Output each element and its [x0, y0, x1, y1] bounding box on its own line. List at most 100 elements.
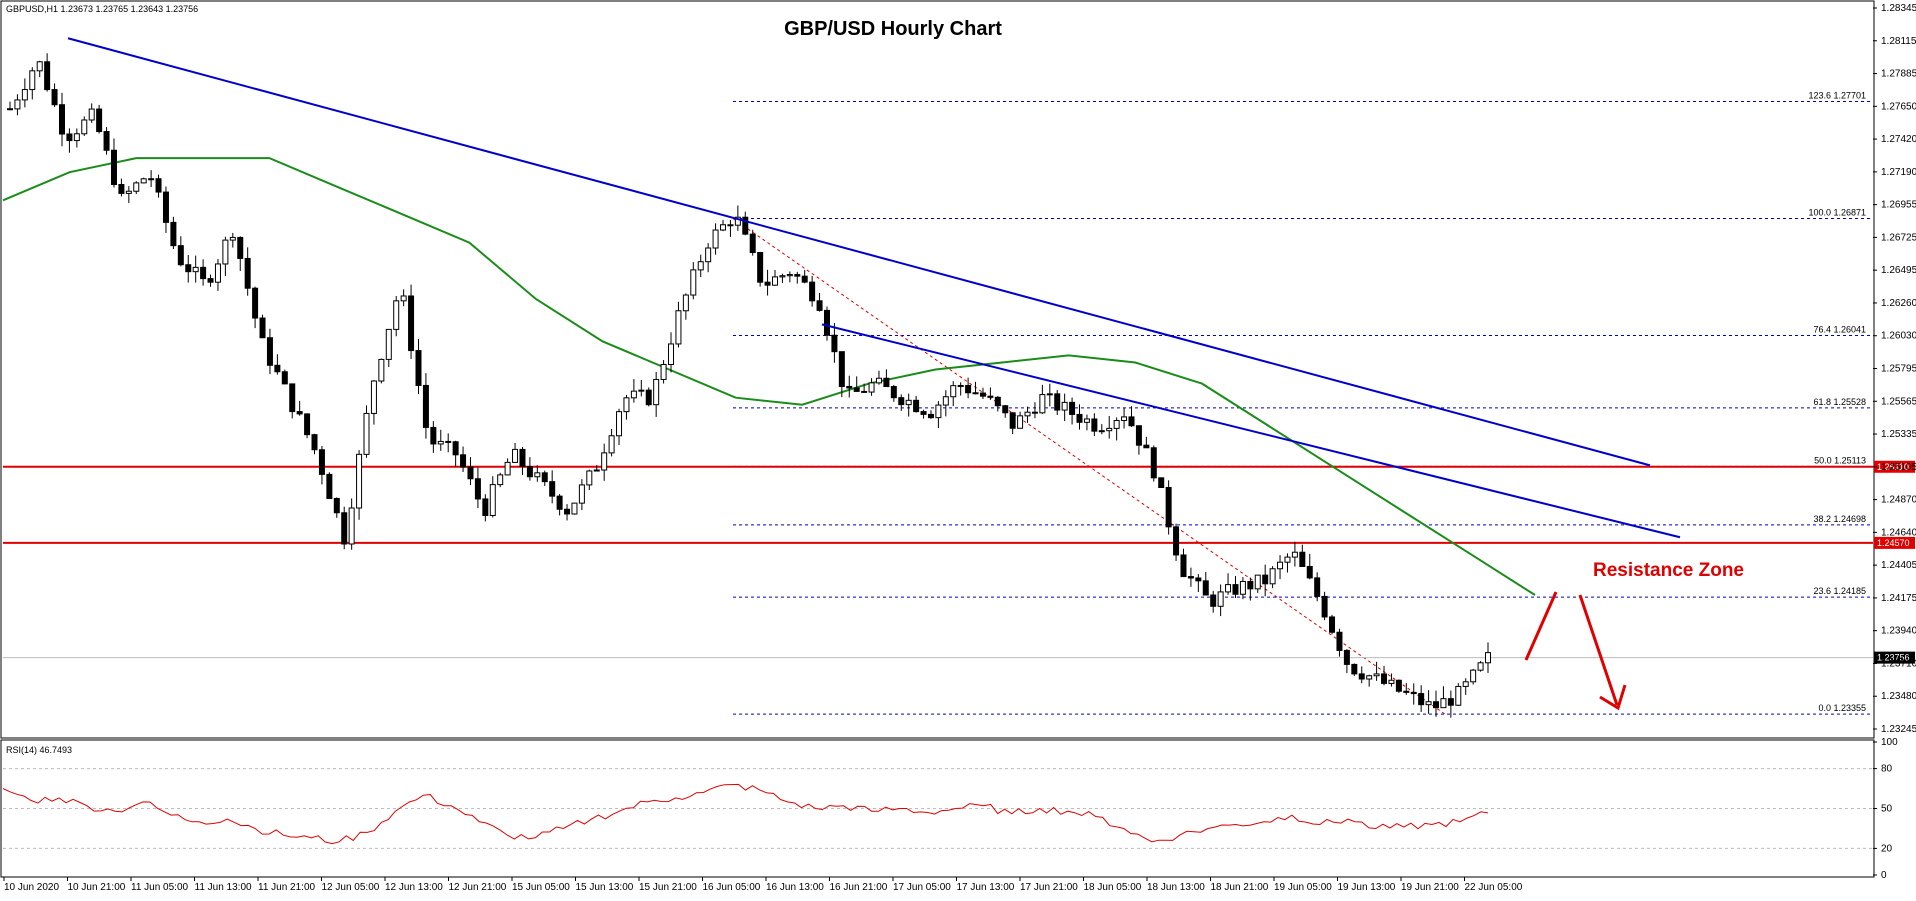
candle-body: [222, 239, 229, 265]
candle: [118, 178, 125, 197]
price-tick-label: 1.25105: [1881, 462, 1916, 473]
time-tick-label: 15 Jun 05:00: [512, 882, 570, 893]
rsi-indicator: 100 80 50 20 0: [2, 737, 1898, 881]
candle-body: [564, 508, 571, 515]
fib-level-label: 123.6 1.27701: [1808, 91, 1866, 101]
trendline: [67, 37, 1651, 467]
candle: [668, 332, 675, 373]
candle-body: [638, 389, 645, 392]
candle-body: [556, 495, 563, 510]
candle: [794, 271, 801, 284]
candle: [318, 445, 325, 485]
price-tick-label: 1.26725: [1881, 232, 1916, 243]
time-tick-label: 16 Jun 13:00: [766, 882, 824, 893]
time-tick-label: 19 Jun 13:00: [1338, 882, 1396, 893]
candle-body: [244, 257, 251, 289]
candle-body: [7, 108, 13, 111]
price-tick-label: 1.26030: [1881, 331, 1916, 342]
candle: [1336, 628, 1343, 657]
candle: [296, 400, 303, 416]
candle-body: [422, 384, 429, 428]
candle-body: [675, 310, 682, 345]
candle-body: [1373, 673, 1380, 677]
candle: [742, 211, 749, 236]
candle: [1477, 661, 1484, 672]
candle: [185, 255, 192, 283]
candle-body: [549, 481, 556, 497]
price-tick-label: 1.24405: [1881, 560, 1916, 571]
candle-body: [415, 350, 422, 386]
candle-body: [1143, 444, 1150, 449]
fib-level-label: 61.8 1.25528: [1813, 397, 1866, 407]
candle: [1165, 480, 1172, 535]
candle-body: [1158, 477, 1165, 489]
candle-body: [1269, 568, 1276, 585]
candle: [1425, 690, 1432, 714]
candle: [601, 443, 608, 481]
candle-body: [942, 396, 949, 406]
fib-level-label: 23.6 1.24185: [1813, 586, 1866, 596]
candle-body: [1485, 652, 1491, 664]
candle: [712, 223, 719, 255]
candle-body: [519, 448, 526, 468]
rsi-tick-label: 50: [1881, 804, 1893, 815]
candle: [935, 401, 942, 428]
candle-body: [861, 390, 868, 393]
candle: [1239, 577, 1246, 600]
candle: [779, 273, 786, 284]
candle: [96, 104, 103, 134]
candle-body: [170, 221, 177, 247]
candle-body: [578, 484, 585, 504]
candle-body: [905, 399, 912, 406]
candle-body: [734, 216, 741, 226]
candle: [957, 382, 964, 396]
candle: [697, 254, 704, 278]
candle: [229, 232, 236, 248]
candle: [608, 428, 615, 457]
candle: [578, 479, 585, 511]
candle: [801, 269, 808, 284]
candle: [1462, 678, 1469, 695]
candle-body: [36, 61, 43, 72]
time-tick-label: 11 Jun 13:00: [195, 882, 253, 893]
candle-body: [296, 411, 303, 415]
candle-body: [690, 269, 697, 296]
candle: [868, 378, 875, 396]
candle: [630, 379, 637, 403]
candle: [363, 405, 370, 458]
candle-body: [1455, 685, 1462, 706]
horizontal-level-price: 1.24570: [1877, 538, 1910, 548]
price-tick-label: 1.23480: [1881, 691, 1916, 702]
candle-body: [883, 377, 890, 388]
candle-body: [838, 351, 845, 387]
candle-body: [29, 70, 36, 91]
candle-body: [682, 294, 689, 312]
candle: [1076, 404, 1083, 430]
horizontal-level-price: 1.25110: [1877, 462, 1909, 472]
candle: [1091, 413, 1098, 436]
candle: [1403, 682, 1410, 695]
candle-body: [1076, 413, 1083, 423]
rsi-tick-label: 100: [1881, 737, 1898, 748]
candle-body: [289, 383, 296, 413]
candle-body: [1410, 691, 1417, 695]
candle-body: [304, 413, 311, 436]
candle: [207, 274, 214, 287]
time-tick-label: 11 Jun 05:00: [131, 882, 189, 893]
candle-body: [133, 182, 140, 192]
candle: [333, 497, 340, 518]
candle: [979, 387, 986, 400]
rsi-line: [2, 783, 1489, 845]
candle-body: [757, 251, 764, 283]
candle: [586, 469, 593, 491]
candle: [809, 275, 816, 307]
candle-body: [1336, 631, 1343, 651]
candle-body: [727, 224, 734, 227]
candle: [21, 78, 28, 108]
candle: [564, 504, 571, 521]
time-tick-label: 18 Jun 13:00: [1147, 882, 1205, 893]
fib-level-label: 100.0 1.26871: [1808, 208, 1866, 218]
candle-body: [44, 61, 51, 91]
candle-body: [720, 224, 727, 231]
